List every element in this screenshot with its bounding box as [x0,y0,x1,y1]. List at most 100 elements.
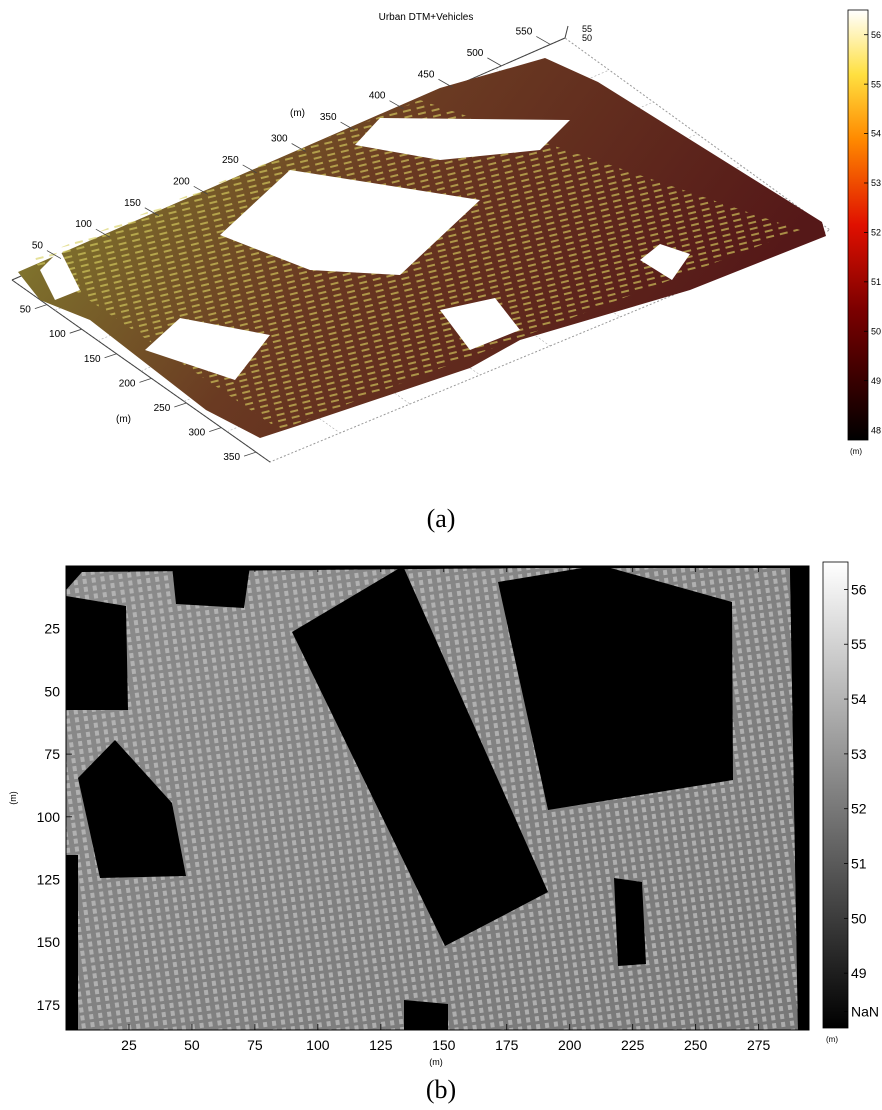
x-tick-label: 300 [271,134,288,145]
panel-b-colorbar [822,561,849,1029]
x-tick-label: 125 [369,1037,393,1053]
x-tick-label: 275 [747,1037,771,1053]
colorbar-tick-label: 50 [871,326,881,336]
y-tick-label: 175 [37,997,61,1013]
colorbar-tick-label: 53 [851,746,867,762]
colorbar-tick-label: 49 [851,965,867,981]
panel-a-x-ticks: 50 100 150 200 250 300 350 400 450 500 550 [32,26,551,259]
y-tick-label: 350 [223,452,240,463]
hole-1 [220,170,480,275]
x-tick-label: 500 [467,48,484,59]
nan-block-1 [292,566,548,946]
y-tick-label: 75 [44,746,60,762]
y-tick-mark [104,353,117,359]
panel-a-colorbar [847,9,869,441]
x-tick-mark [144,207,160,217]
y-tick-mark [243,451,257,457]
x-tick-mark [438,78,453,88]
nan-block-8 [172,566,250,608]
nan-block-3 [78,740,186,878]
x-tick-label: 225 [621,1037,645,1053]
y-tick-mark [209,427,222,432]
colorbar-tick-label: 52 [851,801,867,817]
panel-b-colorbar-unit: (m) [826,1035,838,1044]
x-tick-label: 250 [222,155,239,166]
y-tick-label: 125 [37,872,61,888]
x-tick-mark [242,164,257,174]
y-tick-mark [69,328,82,334]
caption-a: (a) [427,504,456,533]
x-tick-mark [340,121,355,131]
x-tick-label: 550 [516,26,533,37]
colorbar-tick-label: 56 [851,581,867,597]
colorbar-tick-label: 49 [871,376,881,386]
heatmap-frame [65,565,810,1031]
panel-a-title: Urban DTM+Vehicles [379,12,474,23]
heatmap-image [66,566,809,1030]
colorbar-tick-label: 53 [871,178,881,188]
panel-b-y-ticks: 25 50 75 100 125 150 175 [37,621,809,1013]
nan-block-2 [498,566,733,810]
panel-a-colorbar-ticks: 56 55 54 53 52 51 50 49 48 [864,30,881,435]
panel-a-surface [18,58,826,438]
y-tick-label: 300 [189,428,206,439]
colorbar-tick-label: 48 [871,425,881,435]
hole-6 [440,298,520,350]
panel-b-xlabel: (m) [429,1057,443,1067]
nan-block-4 [66,596,128,710]
x-tick-label: 250 [684,1037,708,1053]
nan-block-6 [614,878,646,966]
y-tick-label: 25 [44,621,60,637]
hole-2 [355,118,570,160]
z-tick: 50 [582,33,592,43]
caption-b: (b) [426,1075,456,1104]
y-tick-label: 100 [37,809,61,825]
panel-b-x-ticks: 25 50 75 100 125 150 175 200 225 250 275 [121,566,771,1053]
x-tick-mark [487,57,502,67]
x-tick-mark [46,250,62,259]
colorbar-tick-label: 54 [871,129,881,139]
panel-a-axis-label-x: (m) [290,108,305,119]
x-tick-label: 100 [306,1037,330,1053]
y-tick-label: 250 [154,403,171,414]
y-tick-mark [34,304,47,309]
panel-a-colorbar-unit: (m) [850,447,862,456]
x-tick-label: 350 [320,112,337,123]
y-tick-label: 150 [84,354,101,365]
colorbar-tick-label: 55 [851,636,867,652]
y-tick-label: 50 [20,305,32,316]
y-tick-label: 50 [44,683,60,699]
hole-5 [145,318,270,380]
panel-a-z-ticks: 50 55 [582,24,592,43]
x-tick-mark [536,36,551,45]
panel-a: Urban DTM+Vehicles 50 100 150 200 250 300 350 4… [11,9,881,533]
nan-block-7 [404,1000,448,1030]
y-tick-mark [174,402,187,408]
x-tick-mark [193,185,208,195]
panel-b-colorbar-ticks: 56 55 54 53 52 51 50 49 NaN [844,581,879,1019]
x-tick-mark [95,228,111,238]
panel-a-y-ticks: 50 100 150 200 250 300 350 [20,304,257,463]
x-tick-label: 50 [32,241,44,252]
colorbar-tick-label: 51 [871,277,881,287]
x-tick-mark [389,100,404,110]
y-tick-label: 100 [49,329,66,340]
colorbar-tick-label: 50 [851,910,867,926]
panel-a-axis-label-y: (m) [116,414,131,425]
x-tick-label: 25 [121,1037,137,1053]
panel-b: 25 50 75 100 125 150 175 200 225 250 275 25 50 75 100… [8,561,879,1104]
colorbar-tick-label: 51 [851,855,867,871]
colorbar-tick-label: NaN [851,1003,879,1019]
colorbar-tick-label: 54 [851,691,867,707]
colorbar-tick-label: 52 [871,228,881,238]
x-tick-label: 100 [75,219,92,230]
hole-7 [40,250,80,300]
z-tick: 55 [582,24,592,34]
x-tick-label: 150 [432,1037,456,1053]
hole-4 [640,244,690,280]
x-tick-label: 200 [173,176,190,187]
x-tick-label: 175 [495,1037,519,1053]
x-tick-label: 50 [184,1037,200,1053]
panel-b-ylabel: (m) [8,791,18,805]
